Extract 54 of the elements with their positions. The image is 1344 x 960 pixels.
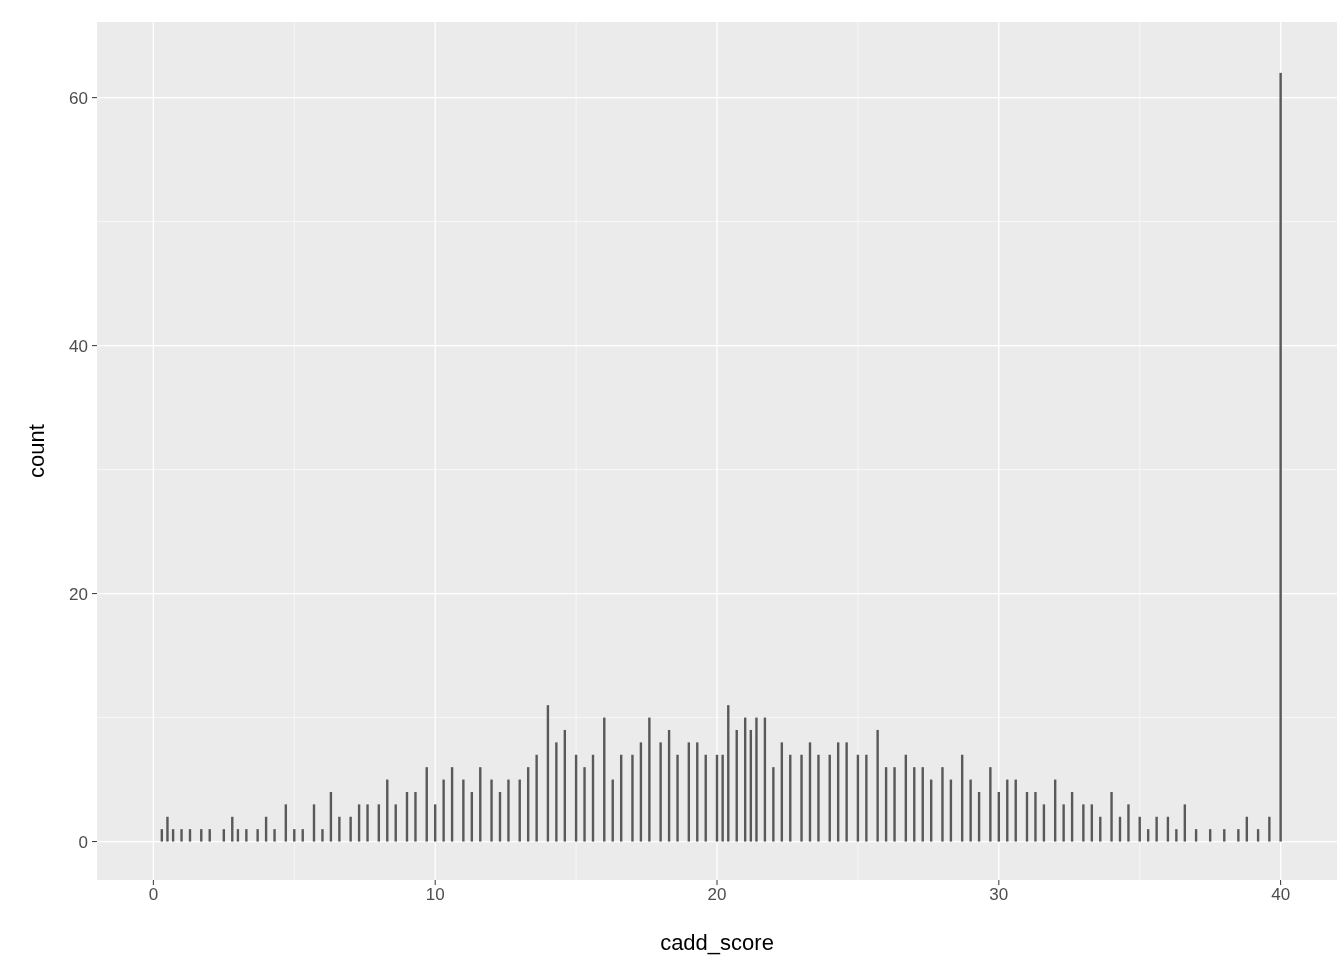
bar	[865, 754, 868, 842]
bar	[1127, 804, 1130, 842]
bar	[676, 754, 679, 842]
bar	[535, 754, 538, 842]
x-tick-label: 10	[425, 885, 445, 904]
y-tick-label: 0	[78, 832, 88, 852]
bar	[338, 816, 341, 842]
bar	[1237, 829, 1240, 842]
bar	[273, 829, 276, 842]
bar	[648, 717, 651, 842]
bar	[507, 779, 510, 842]
bar	[245, 829, 248, 842]
bar	[414, 791, 417, 842]
bar	[893, 767, 896, 842]
bar	[180, 829, 183, 842]
bar	[969, 779, 972, 842]
bar	[755, 717, 758, 842]
x-axis-title: cadd_score	[660, 930, 774, 955]
x-tick-label: 40	[1271, 885, 1291, 904]
bar	[845, 742, 848, 842]
bar	[1062, 804, 1065, 842]
bar	[583, 767, 586, 842]
bar	[366, 804, 369, 842]
bar	[800, 754, 803, 842]
y-tick-label: 20	[69, 584, 88, 604]
y-axis-title: count	[24, 424, 49, 478]
bar	[442, 779, 445, 842]
bar	[256, 829, 259, 842]
bar	[1175, 829, 1178, 842]
bar	[659, 742, 662, 842]
x-tick-label: 20	[707, 885, 727, 904]
bar	[876, 729, 879, 842]
bar	[1279, 72, 1282, 842]
x-tick-label: 30	[989, 885, 1009, 904]
bar	[462, 779, 465, 842]
bar	[989, 767, 992, 842]
bar	[772, 767, 775, 842]
bar	[1034, 791, 1037, 842]
bar	[555, 742, 558, 842]
bar	[1082, 804, 1085, 842]
y-tick-label: 60	[69, 88, 88, 108]
bar	[1155, 816, 1158, 842]
x-tick-label: 0	[148, 885, 159, 904]
bar	[631, 754, 634, 842]
bar	[321, 829, 324, 842]
bar	[941, 767, 944, 842]
y-tick-label: 40	[69, 336, 88, 356]
bar	[1110, 791, 1113, 842]
bar	[490, 779, 493, 842]
bar	[817, 754, 820, 842]
bar	[166, 816, 169, 842]
bar	[349, 816, 352, 842]
bar	[721, 754, 724, 842]
bar	[1268, 816, 1271, 842]
